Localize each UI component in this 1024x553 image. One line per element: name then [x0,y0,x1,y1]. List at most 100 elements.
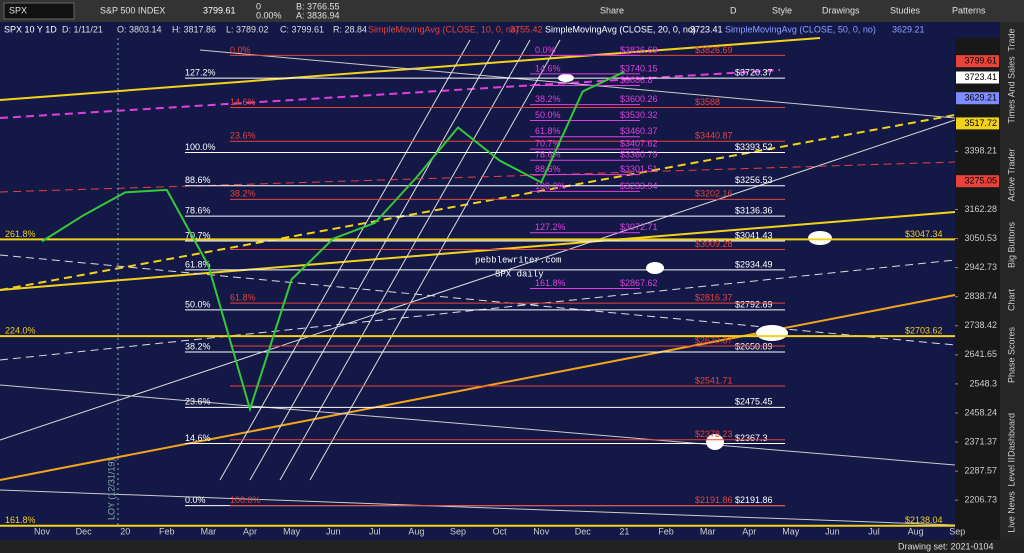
x-tick-label: Mar [700,526,716,536]
sidebar-tab[interactable]: Big Buttons [1006,221,1016,268]
change-pct: 0.00% [256,10,282,20]
header-close: C: 3799.61 [280,24,324,34]
x-tick-label: Jul [369,526,381,536]
price-tag-label: 3517.72 [964,118,997,128]
price-tag [956,117,999,130]
level-label: $3233.94 [620,181,658,191]
y-tick-label: 3398.21 [964,146,997,156]
y-tick-label: 2458.24 [964,407,997,417]
price-tag [956,55,999,68]
share-button[interactable]: Share [600,5,624,15]
level-pct: 23.6% [185,397,211,407]
level-label: $2703.62 [905,325,943,335]
x-tick-label: Oct [493,526,508,536]
x-tick-label: Sep [450,526,466,536]
x-tick-label: 20 [120,526,130,536]
patterns-button[interactable]: Patterns [952,5,986,15]
x-tick-label: Jul [868,526,880,536]
change: 0 [256,1,261,11]
bid: B: 3766.55 [296,1,340,11]
sidebar-tab[interactable]: Times And Sales [1006,56,1016,124]
level-label: $2670.87 [695,335,733,345]
level-pct: 0.0% [535,45,556,55]
sidebar-tab[interactable]: Live News [1006,491,1016,533]
sidebar-tab[interactable]: Trade [1006,28,1016,51]
y-tick-label: 2371.37 [964,436,997,446]
y-tick-label: 3050.53 [964,233,997,243]
level-pct: 261.8% [5,229,36,239]
y-tick-label: 2548.3 [969,378,997,388]
level-label: $3440.87 [695,131,733,141]
level-label: $3047.34 [905,229,943,239]
sma20-value: 3723.41 [690,24,723,34]
marker [756,325,788,341]
level-pct: 161.8% [535,278,566,288]
header-symbol: SPX 10 Y 1D [4,24,57,34]
symbol-box[interactable] [3,2,75,20]
sma10: SimpleMovingAvg (CLOSE, 10, 0, no) [368,24,519,34]
trendline [0,119,956,441]
level-pct: 224.0% [5,325,36,335]
sidebar-tab[interactable]: Chart [1006,289,1016,312]
price-tag-label: 3723.41 [964,72,997,82]
level-pct: 38.2% [185,341,211,351]
sidebar-tab[interactable]: Level II [1006,457,1016,486]
x-tick-label: Apr [243,526,257,536]
marker [706,434,724,450]
level-label: $2541.71 [695,375,733,385]
sidebar-tab[interactable]: Active Trader [1006,148,1016,201]
ask: A: 3836.94 [296,10,340,20]
trendline [0,254,956,346]
header-range: R: 28.84 [333,24,367,34]
level-label: $3301.51 [620,164,658,174]
header-high: H: 3817.86 [172,24,216,34]
level-label: $2367.3 [735,433,768,443]
x-tick-label: Feb [658,526,674,536]
x-tick-label: Nov [34,526,51,536]
sidebar-tab[interactable]: Phase Scores [1006,326,1016,383]
y-tick-label: 2838.74 [964,291,997,301]
level-label: $3600.26 [620,94,658,104]
level-label: $3826.69 [620,45,658,55]
level-pct: 38.2% [230,189,256,199]
period-button[interactable]: D [730,5,737,15]
level-label: $3393.52 [735,142,773,152]
x-tick-label: Nov [533,526,550,536]
level-label: $2792.69 [735,299,773,309]
level-pct: 70.7% [535,138,561,148]
x-tick-label: 21 [619,526,629,536]
level-pct: 50.0% [185,299,211,309]
header-low: L: 3789.02 [226,24,269,34]
header-open: O: 3803.14 [117,24,162,34]
x-tick-label: May [782,526,800,536]
sidebar-tab[interactable]: Dashboard [1006,413,1016,457]
studies-button[interactable]: Studies [890,5,921,15]
sma50-value: 3629.21 [892,24,925,34]
header-date: D: 1/11/21 [62,24,103,34]
x-tick-label: Aug [908,526,924,536]
style-button[interactable]: Style [772,5,792,15]
level-label: $2138.04 [905,515,943,525]
level-label: $3360.79 [620,150,658,160]
level-pct: 100.0% [230,495,261,505]
level-pct: 100.0% [535,181,566,191]
status: Drawing set: 2021-0104 [898,541,994,551]
trendline [0,161,956,193]
level-label: $3686.8 [620,75,653,85]
x-tick-label: Aug [408,526,424,536]
y-tick-label: 2287.57 [964,465,997,475]
level-pct: 61.8% [535,126,561,136]
trendline [0,294,956,481]
level-pct: 0.0% [230,45,251,55]
annotation: SPX daily [495,269,544,279]
x-tick-label: Jun [825,526,840,536]
y-tick-label: 3162.28 [964,204,997,214]
drawings-button[interactable]: Drawings [822,5,860,15]
level-pct: 100.0% [185,142,216,152]
level-label: $3720.37 [735,68,773,78]
y-tick-label: 2942.73 [964,262,997,272]
symbol: SPX [9,5,27,15]
trendline [199,49,956,119]
trendline [0,489,956,526]
